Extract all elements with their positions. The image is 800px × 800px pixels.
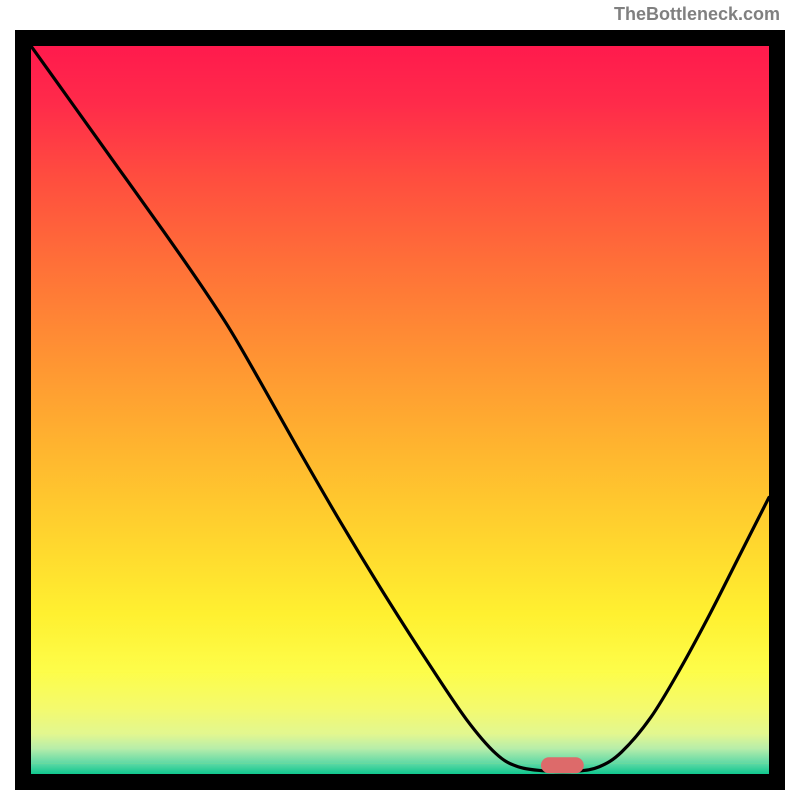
optimal-marker <box>541 757 584 773</box>
gradient-band <box>31 763 769 774</box>
gradient-band <box>31 708 769 733</box>
plot-frame <box>15 30 785 790</box>
gradient-band <box>31 734 769 749</box>
watermark-text: TheBottleneck.com <box>614 4 780 25</box>
gradient-band <box>31 614 769 672</box>
gradient-band <box>31 749 769 764</box>
plot-svg <box>31 46 769 774</box>
gradient-band <box>31 541 769 614</box>
chart-container: TheBottleneck.com <box>0 0 800 800</box>
